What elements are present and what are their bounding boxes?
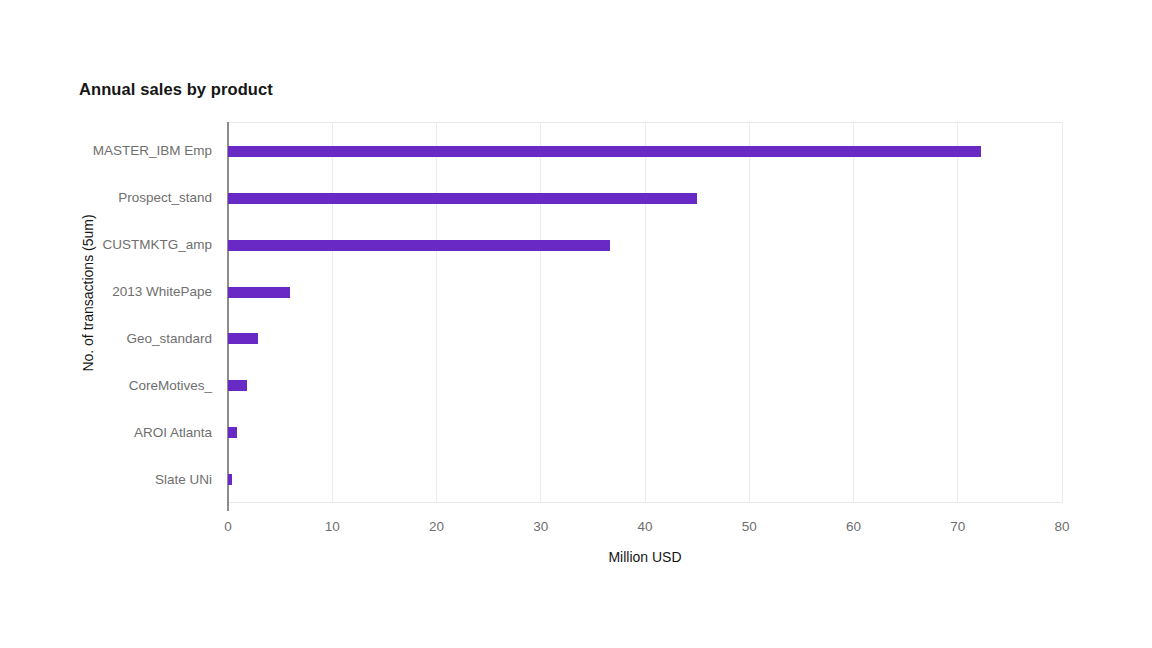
bar-master-ibm-emp[interactable] [228, 146, 981, 157]
bar-custmktg-amp[interactable] [228, 240, 610, 251]
gridline-x-30 [540, 122, 541, 503]
gridline-x-80 [1062, 122, 1063, 503]
gridline-x-40 [645, 122, 646, 503]
x-tick-label-0: 0 [198, 519, 258, 534]
x-tick-label-60: 60 [824, 519, 884, 534]
chart-title: Annual sales by product [79, 80, 273, 99]
bar-coremotives-[interactable] [228, 380, 247, 391]
bar-geo-standard[interactable] [228, 333, 258, 344]
y-axis-line [227, 122, 229, 511]
bar-2013-whitepape[interactable] [228, 287, 290, 298]
x-tick-label-30: 30 [511, 519, 571, 534]
x-tick-label-50: 50 [719, 519, 779, 534]
bar-prospect-stand[interactable] [228, 193, 697, 204]
gridline-x-10 [332, 122, 333, 503]
bar-slate-uni[interactable] [228, 474, 232, 485]
category-label: AROI Atlanta [62, 425, 212, 441]
gridline-x-50 [749, 122, 750, 503]
x-axis-title: Million USD [445, 549, 845, 565]
gridline-x-60 [853, 122, 854, 503]
x-tick-label-20: 20 [407, 519, 467, 534]
x-tick-label-70: 70 [928, 519, 988, 534]
gridline-x-20 [436, 122, 437, 503]
bar-aroi-atlanta[interactable] [228, 427, 237, 438]
category-label: Slate UNi [62, 472, 212, 488]
x-tick-label-40: 40 [615, 519, 675, 534]
gridline-x-70 [957, 122, 958, 503]
x-tick-label-80: 80 [1032, 519, 1092, 534]
y-axis-title: No. of transactions (5um) [80, 163, 98, 423]
category-label: MASTER_IBM Emp [62, 143, 212, 159]
chart-canvas: Annual sales by product MASTER_IBM EmpPr… [0, 0, 1152, 648]
x-tick-label-10: 10 [302, 519, 362, 534]
